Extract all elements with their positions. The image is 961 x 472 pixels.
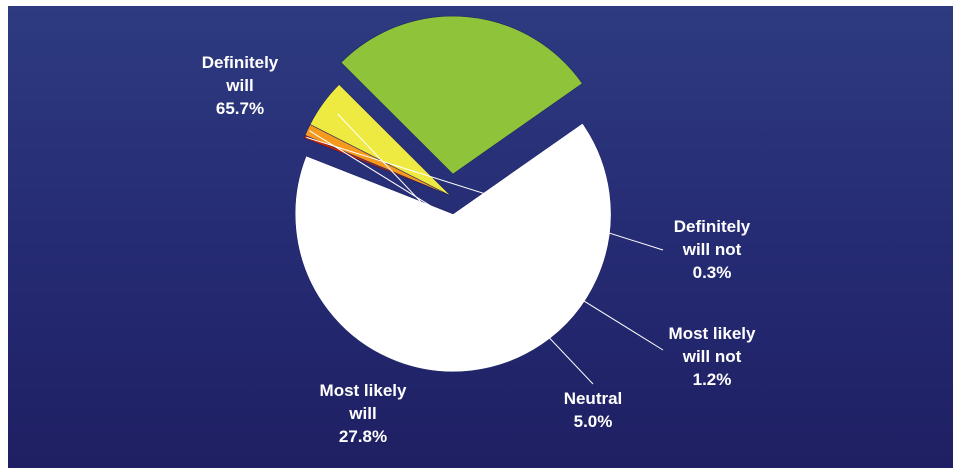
slice-labels: Definitely will 65.7% Definitely will not 0.3… [202,53,756,446]
slice-label-4: Most likely will 27.8% [320,381,407,446]
leader-lines [306,113,664,385]
slice-label-3: Neutral 5.0% [564,389,623,431]
slice-label-0: Definitely will 65.7% [202,53,279,118]
slice-label-1: Definitely will not 0.3% [674,217,751,282]
pie-slices [294,15,612,373]
leader-line-1 [306,136,664,251]
leader-line-3 [337,113,594,385]
chart-frame: Definitely will 65.7% Definitely will not 0.3… [8,6,953,468]
slice-label-2: Most likely will not 1.2% [669,324,756,389]
pie-slice-3 [309,84,452,197]
pie-slice-4 [340,15,583,175]
leader-line-2 [309,130,664,351]
pie-slice-0 [294,122,612,373]
pie-chart: Definitely will 65.7% Definitely will not 0.3… [202,15,756,446]
